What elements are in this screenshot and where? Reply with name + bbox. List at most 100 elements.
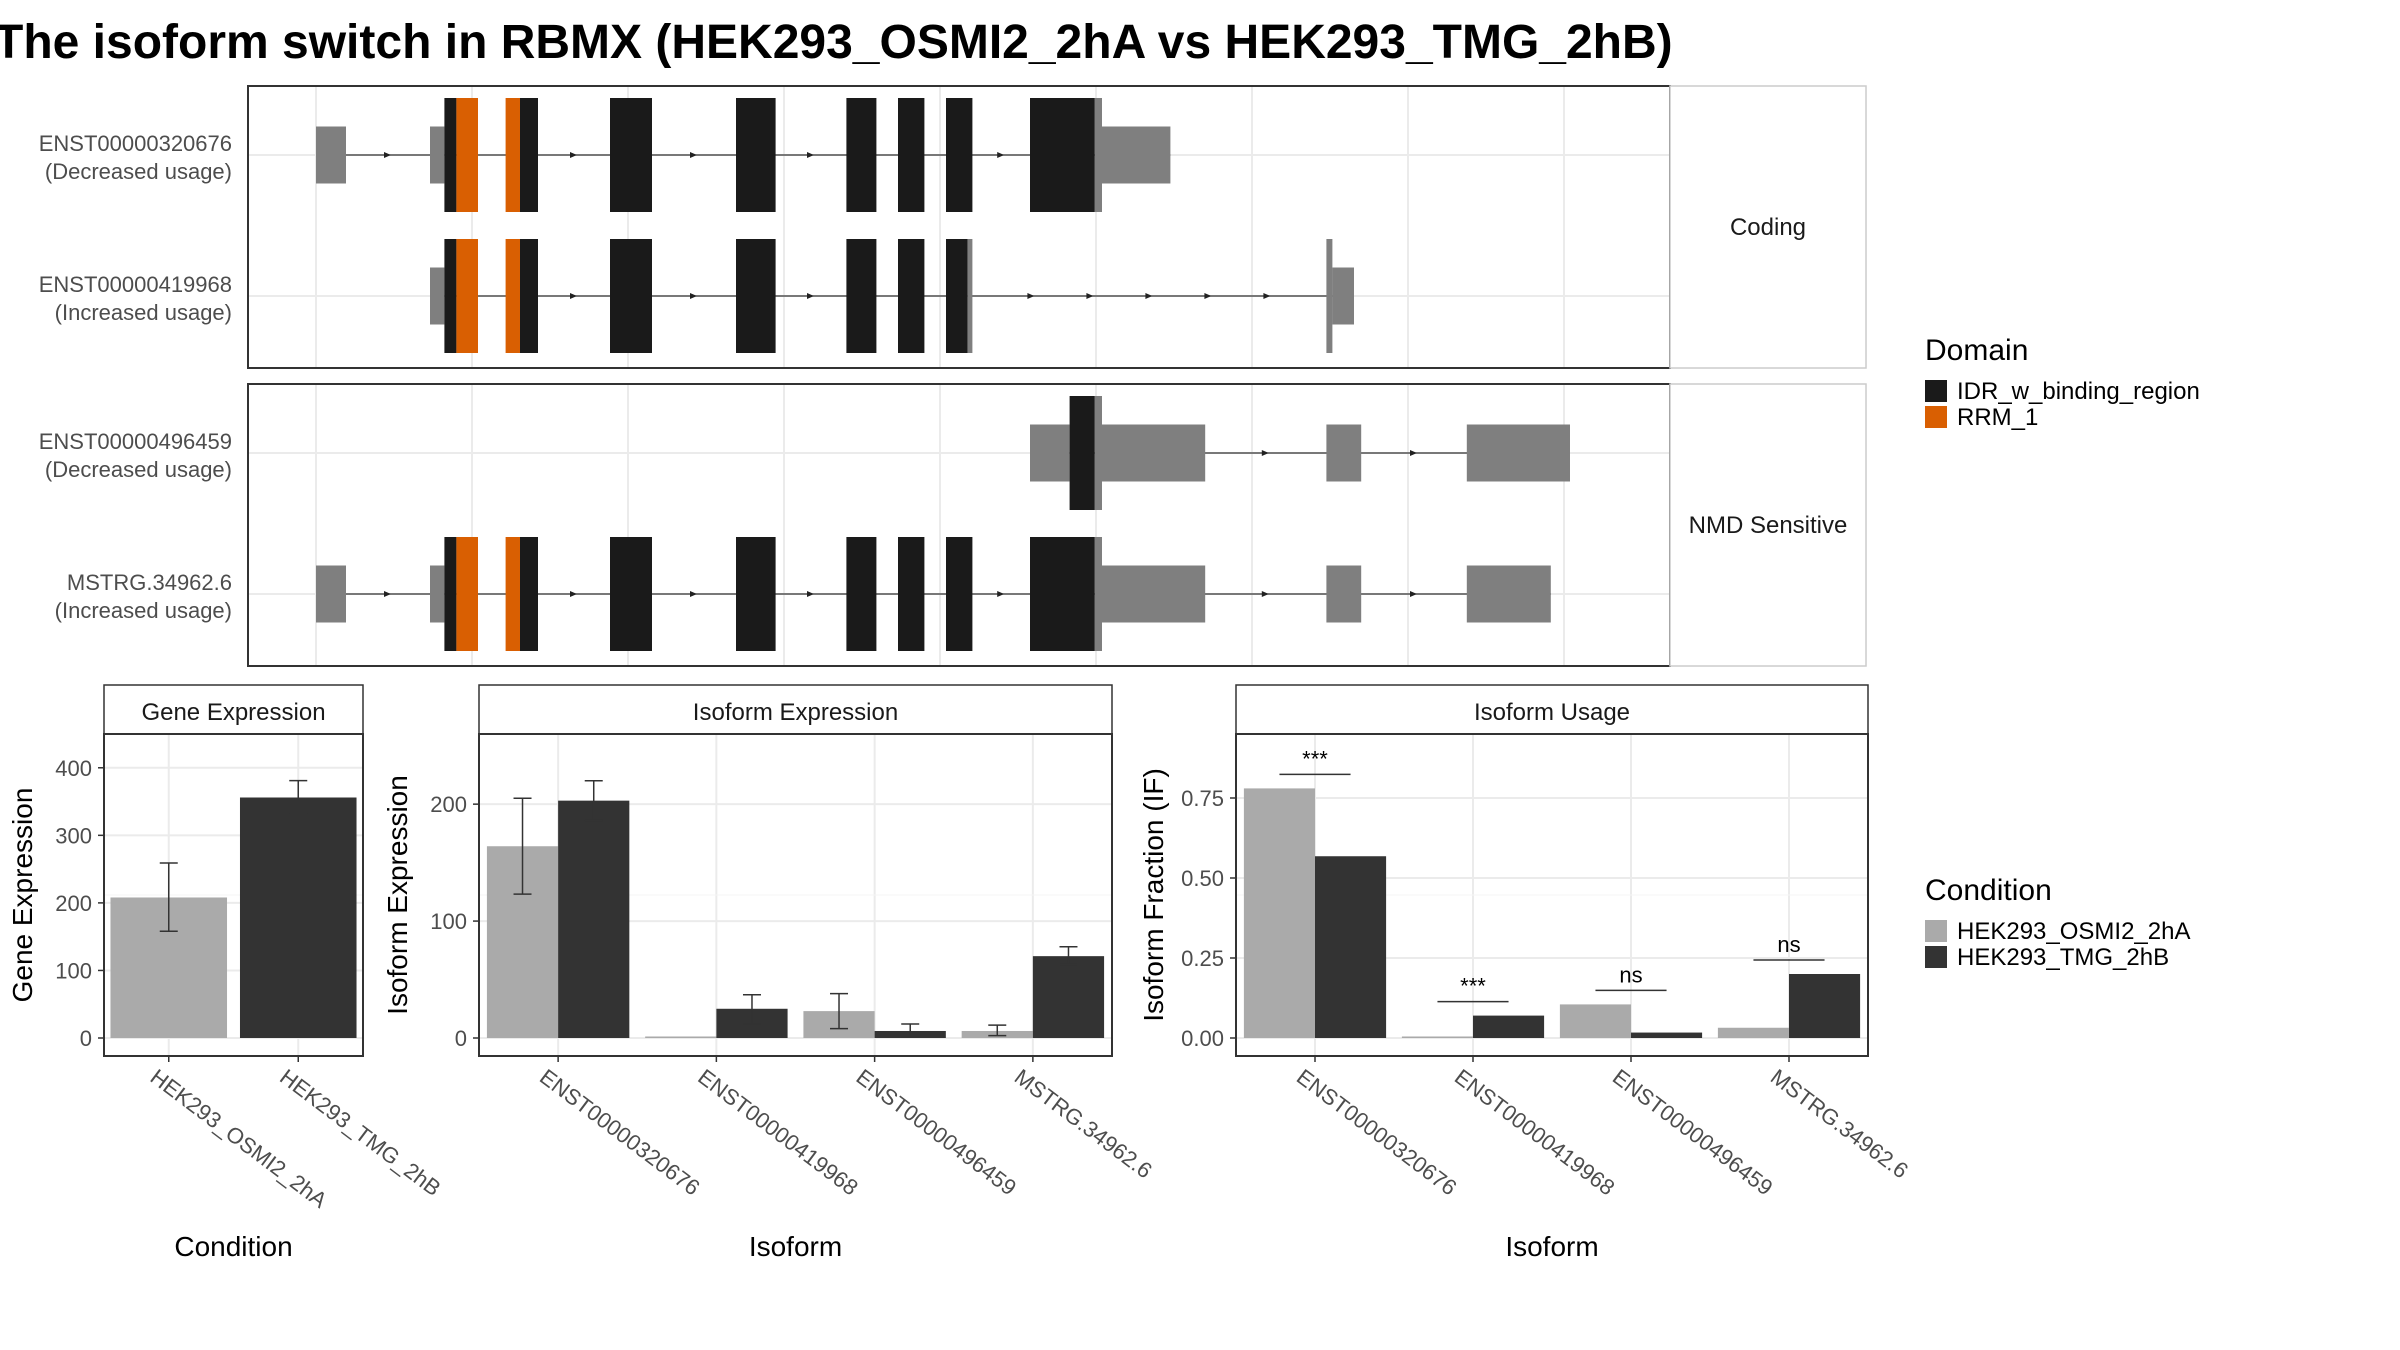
exon-block xyxy=(1030,98,1095,212)
bar xyxy=(1789,974,1861,1038)
strand-arrow xyxy=(570,152,577,158)
bar xyxy=(1717,1027,1789,1038)
exon-block xyxy=(846,239,877,353)
bar xyxy=(239,797,357,1038)
legend-key-label: HEK293_OSMI2_2hA xyxy=(1957,918,2190,945)
y-axis-title: Isoform Expression xyxy=(382,775,413,1015)
legend-key-swatch xyxy=(1925,380,1947,402)
significance-label: *** xyxy=(1460,974,1486,999)
strand-arrow xyxy=(690,591,697,597)
panel-border xyxy=(103,733,364,1057)
exon-block xyxy=(1094,537,1102,651)
utr-exon xyxy=(430,565,445,623)
exon-block xyxy=(610,98,652,212)
isoform-id-label: MSTRG.34962.6 xyxy=(67,570,232,595)
legend-key-swatch xyxy=(1925,406,1947,428)
legend-key-label: IDR_w_binding_region xyxy=(1957,378,2200,405)
y-tick-label: 0.00 xyxy=(1181,1026,1224,1051)
exon-block xyxy=(736,537,776,651)
exon-block xyxy=(846,537,877,651)
exon-block xyxy=(736,239,776,353)
strand-arrow xyxy=(1027,293,1035,299)
y-tick-label: 0.75 xyxy=(1181,786,1224,811)
x-tick-label: ENST00000419968 xyxy=(693,1064,862,1200)
facet-strip xyxy=(1669,383,1867,667)
exon-block xyxy=(898,537,925,651)
isoform-track: MSTRG.34962.6 (Increased usage) xyxy=(55,537,1551,651)
isoform-track: ENST00000496459 (Decreased usage) xyxy=(39,396,1570,510)
x-tick-label: ENST00000496459 xyxy=(852,1064,1021,1200)
bar-chart-1: Gene Expression0100200300400HEK293_OSMI2… xyxy=(7,684,446,1262)
strand-arrow xyxy=(997,152,1005,158)
exon-block xyxy=(520,537,538,651)
exon-block xyxy=(946,98,973,212)
exon-block xyxy=(1094,396,1102,510)
panel-border xyxy=(478,733,1113,1057)
domain-legend-title: Domain xyxy=(1925,334,2028,367)
utr-exon xyxy=(1326,565,1362,623)
x-tick-label: ENST00000419968 xyxy=(1450,1064,1619,1200)
strand-arrow xyxy=(1410,450,1417,456)
strand-arrow xyxy=(1263,293,1271,299)
strand-arrow xyxy=(997,591,1005,597)
utr-exon xyxy=(316,565,346,623)
exon-block xyxy=(1030,537,1095,651)
legend-key-label: RRM_1 xyxy=(1957,404,2038,431)
bar xyxy=(1243,788,1315,1038)
condition-legend-title: Condition xyxy=(1925,874,2052,907)
isoform-usage-label: (Decreased usage) xyxy=(45,457,232,482)
chart-title: Gene Expression xyxy=(141,699,325,726)
strand-arrow xyxy=(1204,293,1212,299)
y-tick-label: 100 xyxy=(430,909,467,934)
exon-block xyxy=(946,239,968,353)
strand-arrow xyxy=(570,293,577,299)
isoform-usage-label: (Decreased usage) xyxy=(45,159,232,184)
exon-block xyxy=(610,537,652,651)
exon-block xyxy=(967,239,973,353)
facet-strip-label: NMD Sensitive xyxy=(1689,512,1848,539)
structure-panel-1: ENST00000320676(Decreased usage)ENST0000… xyxy=(39,85,1867,369)
strand-arrow xyxy=(1261,591,1269,597)
utr-exon xyxy=(1102,126,1171,184)
exon-block xyxy=(846,98,877,212)
utr-exon xyxy=(1102,565,1206,623)
significance-label: *** xyxy=(1302,746,1328,771)
y-tick-label: 0.25 xyxy=(1181,946,1224,971)
y-tick-label: 300 xyxy=(55,823,92,848)
y-tick-label: 400 xyxy=(55,756,92,781)
legend-key-label: HEK293_TMG_2hB xyxy=(1957,944,2169,971)
bar xyxy=(1631,1032,1703,1038)
utr-exon xyxy=(316,126,346,184)
facet-strip-label: Coding xyxy=(1730,214,1806,241)
strand-arrow xyxy=(807,152,814,158)
rrm-domain-exon xyxy=(456,98,478,212)
y-axis-title: Gene Expression xyxy=(7,788,38,1003)
expression-charts: Gene Expression0100200300400HEK293_OSMI2… xyxy=(7,684,1913,1262)
utr-exon xyxy=(1466,565,1551,623)
bar xyxy=(1559,1004,1631,1038)
strand-arrow xyxy=(690,293,697,299)
exon-block xyxy=(946,537,973,651)
exon-block xyxy=(898,239,925,353)
structure-panel-2: ENST00000496459 (Decreased usage) MSTRG.34… xyxy=(39,383,1867,667)
isoform-structure-plot: ENST00000320676(Decreased usage)ENST0000… xyxy=(39,85,1867,667)
exon-block xyxy=(610,239,652,353)
exon-block xyxy=(520,239,538,353)
bar-chart-2: Isoform Expression 0 100 200 ENST00000320676… xyxy=(382,684,1157,1262)
y-tick-label: 200 xyxy=(55,891,92,916)
exon-block xyxy=(736,98,776,212)
strand-arrow xyxy=(384,152,391,158)
strand-arrow xyxy=(807,591,814,597)
panel-border xyxy=(1235,733,1869,1057)
x-tick-label: ENST00000496459 xyxy=(1608,1064,1777,1200)
significance-label: ns xyxy=(1777,932,1800,957)
figure-title: The isoform switch in RBMX (HEK293_OSMI2… xyxy=(0,16,1673,69)
exon-block xyxy=(444,239,457,353)
strand-arrow xyxy=(690,152,697,158)
chart-title: Isoform Usage xyxy=(1474,699,1630,726)
strand-arrow xyxy=(1086,293,1094,299)
significance-label: ns xyxy=(1619,962,1642,987)
utr-exon xyxy=(430,126,445,184)
